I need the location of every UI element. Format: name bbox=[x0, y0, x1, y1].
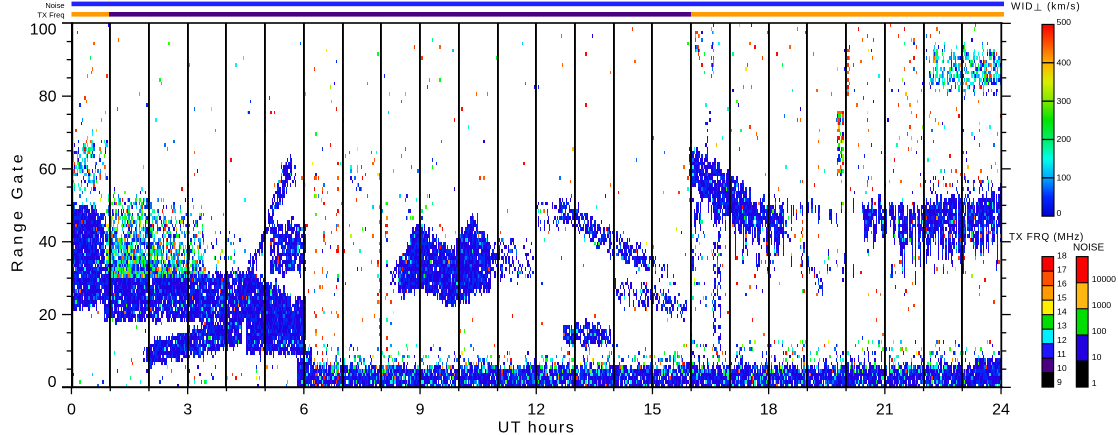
svg-text:18: 18 bbox=[1057, 250, 1067, 260]
svg-text:3: 3 bbox=[183, 402, 192, 419]
svg-text:9: 9 bbox=[416, 402, 425, 419]
svg-text:17: 17 bbox=[1057, 264, 1067, 274]
svg-text:Range Gate: Range Gate bbox=[10, 151, 27, 272]
svg-text:100: 100 bbox=[30, 21, 57, 38]
svg-text:14: 14 bbox=[1057, 307, 1067, 317]
svg-text:0: 0 bbox=[48, 374, 57, 391]
svg-text:12: 12 bbox=[1057, 335, 1067, 345]
svg-text:60: 60 bbox=[39, 161, 57, 178]
svg-text:400: 400 bbox=[1057, 57, 1072, 67]
svg-text:TX Freq: TX Freq bbox=[37, 10, 64, 19]
svg-text:9: 9 bbox=[1057, 377, 1062, 387]
svg-text:10: 10 bbox=[1092, 352, 1102, 362]
svg-text:300: 300 bbox=[1057, 96, 1072, 106]
svg-text:0: 0 bbox=[1057, 208, 1062, 218]
svg-text:NOISE: NOISE bbox=[1073, 243, 1104, 254]
svg-text:11: 11 bbox=[1057, 349, 1066, 359]
svg-text:1: 1 bbox=[1092, 378, 1097, 388]
svg-text:20: 20 bbox=[39, 307, 57, 324]
svg-text:13: 13 bbox=[1057, 321, 1067, 331]
svg-text:10000: 10000 bbox=[1092, 274, 1116, 284]
svg-text:80: 80 bbox=[39, 89, 57, 106]
svg-text:10: 10 bbox=[1057, 363, 1067, 373]
svg-text:100: 100 bbox=[1057, 173, 1072, 183]
svg-text:UT hours: UT hours bbox=[498, 420, 576, 435]
svg-text:15: 15 bbox=[1057, 293, 1067, 303]
svg-text:500: 500 bbox=[1057, 17, 1072, 27]
svg-text:0: 0 bbox=[67, 402, 76, 419]
svg-text:1000: 1000 bbox=[1092, 300, 1111, 310]
svg-text:15: 15 bbox=[644, 402, 662, 419]
svg-text:Noise: Noise bbox=[45, 1, 64, 10]
svg-text:TX FRQ (MHz): TX FRQ (MHz) bbox=[1009, 232, 1084, 243]
svg-text:18: 18 bbox=[760, 402, 778, 419]
svg-text:200: 200 bbox=[1057, 134, 1072, 144]
svg-text:12: 12 bbox=[527, 402, 545, 419]
svg-text:40: 40 bbox=[39, 234, 57, 251]
svg-text:16: 16 bbox=[1057, 279, 1067, 289]
svg-text:24: 24 bbox=[992, 402, 1010, 419]
svg-text:WID⊥ (km/s): WID⊥ (km/s) bbox=[1011, 2, 1081, 14]
svg-text:6: 6 bbox=[299, 402, 308, 419]
svg-text:100: 100 bbox=[1092, 326, 1107, 336]
svg-text:21: 21 bbox=[876, 402, 894, 419]
